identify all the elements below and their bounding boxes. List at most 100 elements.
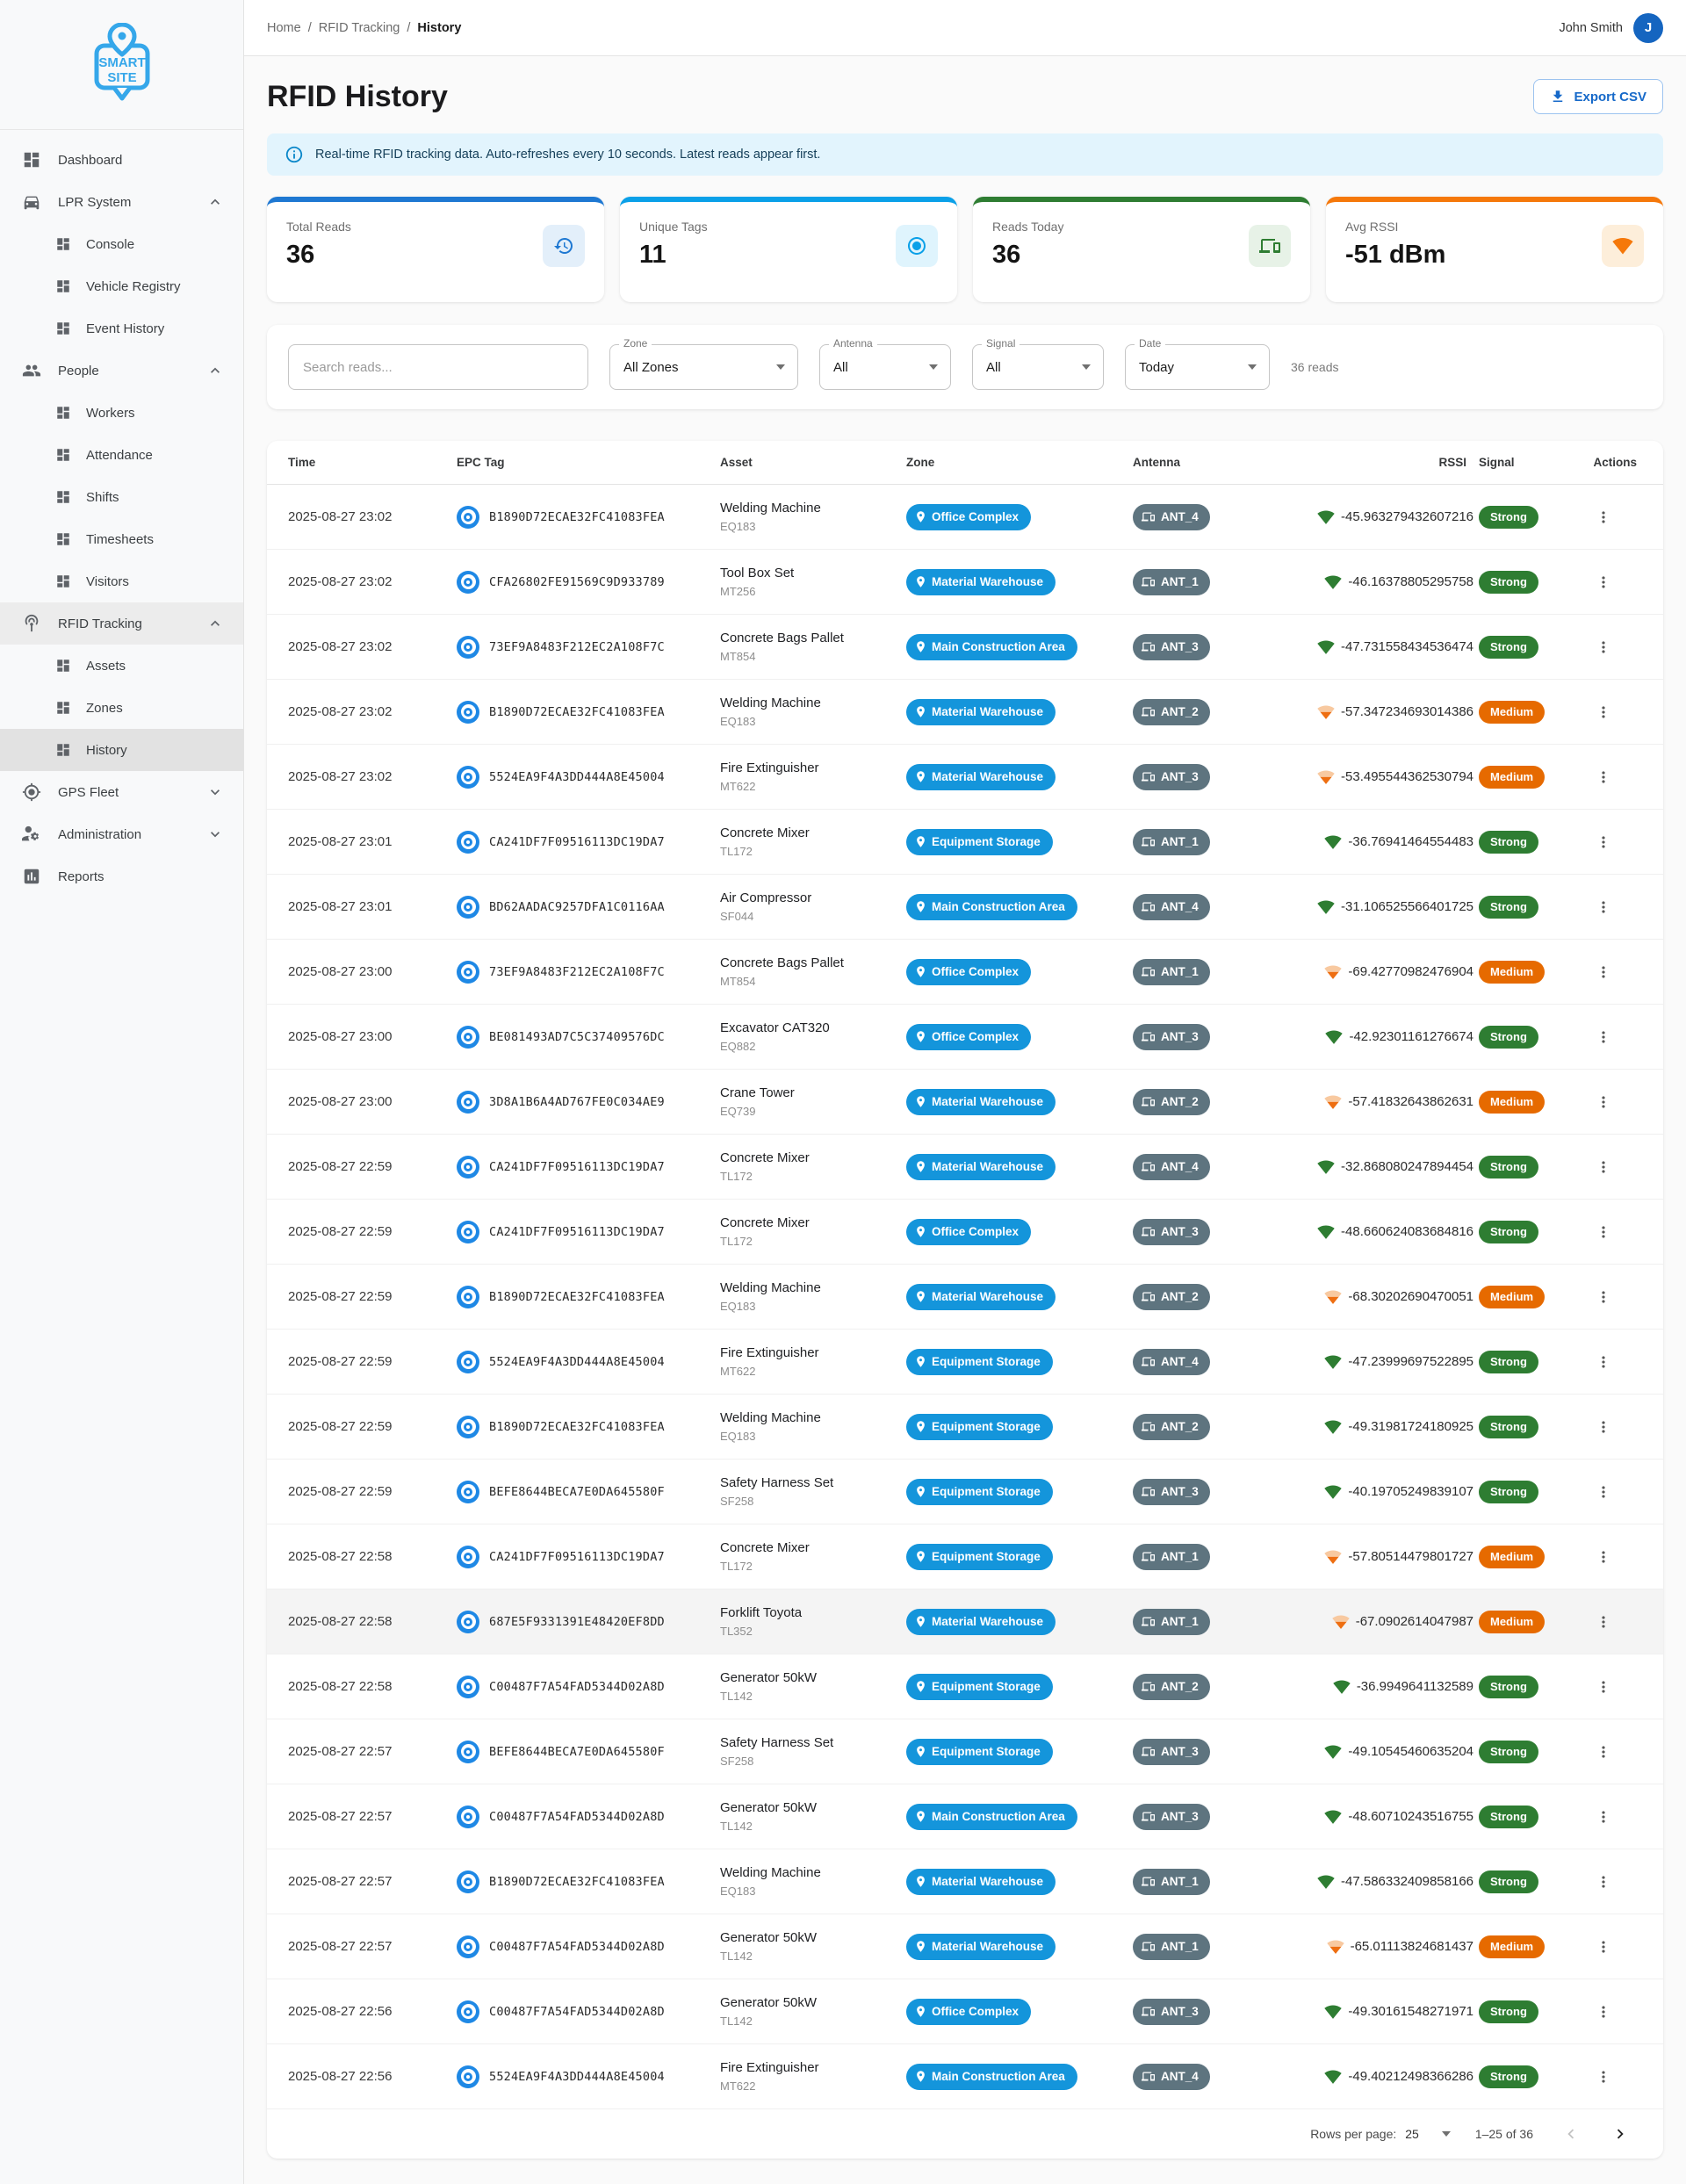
antenna-chip[interactable]: ANT_3 [1133, 1218, 1210, 1245]
table-row[interactable]: 2025-08-27 22:59 CA241DF7F09516113DC19DA… [267, 1135, 1663, 1200]
app-logo[interactable]: SMART SITE [0, 0, 243, 130]
table-row[interactable]: 2025-08-27 23:02 5524EA9F4A3DD444A8E4500… [267, 745, 1663, 810]
table-row[interactable]: 2025-08-27 22:59 BEFE8644BECA7E0DA645580… [267, 1460, 1663, 1524]
breadcrumb-item[interactable]: RFID Tracking [318, 20, 400, 35]
table-row[interactable]: 2025-08-27 23:02 73EF9A8483F212EC2A108F7… [267, 615, 1663, 680]
antenna-chip[interactable]: ANT_4 [1133, 1348, 1210, 1375]
sidebar-item-people[interactable]: People [0, 350, 243, 392]
table-row[interactable]: 2025-08-27 22:59 CA241DF7F09516113DC19DA… [267, 1200, 1663, 1265]
row-actions-menu-button[interactable] [1589, 1608, 1618, 1636]
row-actions-menu-button[interactable] [1589, 1868, 1618, 1896]
sidebar-item-dashboard[interactable]: Dashboard [0, 139, 243, 181]
zone-chip[interactable]: Material Warehouse [906, 1608, 1056, 1635]
table-row[interactable]: 2025-08-27 22:59 B1890D72ECAE32FC41083FE… [267, 1265, 1663, 1330]
zone-chip[interactable]: Equipment Storage [906, 1348, 1053, 1375]
row-actions-menu-button[interactable] [1589, 893, 1618, 921]
table-row[interactable]: 2025-08-27 22:58 687E5F9331391E48420EF8D… [267, 1589, 1663, 1654]
zone-chip[interactable]: Equipment Storage [906, 828, 1053, 855]
sidebar-subitem-event-history[interactable]: Event History [0, 307, 243, 350]
row-actions-menu-button[interactable] [1589, 763, 1618, 791]
row-actions-menu-button[interactable] [1589, 1673, 1618, 1701]
antenna-chip[interactable]: ANT_4 [1133, 1153, 1210, 1180]
filter-select-date[interactable]: Date Today [1125, 337, 1270, 390]
sidebar-subitem-console[interactable]: Console [0, 223, 243, 265]
avatar[interactable]: J [1633, 12, 1663, 43]
table-row[interactable]: 2025-08-27 23:02 B1890D72ECAE32FC41083FE… [267, 485, 1663, 550]
row-actions-menu-button[interactable] [1589, 503, 1618, 531]
zone-chip[interactable]: Material Warehouse [906, 1153, 1056, 1180]
table-row[interactable]: 2025-08-27 22:57 C00487F7A54FAD5344D02A8… [267, 1784, 1663, 1849]
table-row[interactable]: 2025-08-27 23:01 CA241DF7F09516113DC19DA… [267, 810, 1663, 875]
row-actions-menu-button[interactable] [1589, 1478, 1618, 1506]
antenna-chip[interactable]: ANT_2 [1133, 1413, 1210, 1440]
zone-chip[interactable]: Office Complex [906, 1023, 1032, 1050]
row-actions-menu-button[interactable] [1589, 568, 1618, 596]
next-page-button[interactable] [1607, 2121, 1633, 2147]
antenna-chip[interactable]: ANT_1 [1133, 1543, 1210, 1570]
zone-chip[interactable]: Main Construction Area [906, 633, 1077, 660]
zone-chip[interactable]: Material Warehouse [906, 698, 1056, 725]
sidebar-item-gps-fleet[interactable]: GPS Fleet [0, 771, 243, 813]
antenna-chip[interactable]: ANT_2 [1133, 1088, 1210, 1115]
antenna-chip[interactable]: ANT_3 [1133, 1998, 1210, 2025]
filter-select-antenna[interactable]: Antenna All [819, 337, 951, 390]
zone-chip[interactable]: Main Construction Area [906, 2063, 1077, 2090]
sidebar-item-rfid-tracking[interactable]: RFID Tracking [0, 602, 243, 645]
row-actions-menu-button[interactable] [1589, 1153, 1618, 1181]
zone-chip[interactable]: Material Warehouse [906, 1088, 1056, 1115]
sidebar-subitem-visitors[interactable]: Visitors [0, 560, 243, 602]
antenna-chip[interactable]: ANT_3 [1133, 1478, 1210, 1505]
row-actions-menu-button[interactable] [1589, 1023, 1618, 1051]
antenna-chip[interactable]: ANT_2 [1133, 1673, 1210, 1700]
antenna-chip[interactable]: ANT_2 [1133, 1283, 1210, 1310]
zone-chip[interactable]: Main Construction Area [906, 893, 1077, 920]
row-actions-menu-button[interactable] [1589, 1738, 1618, 1766]
zone-chip[interactable]: Equipment Storage [906, 1543, 1053, 1570]
zone-chip[interactable]: Equipment Storage [906, 1478, 1053, 1505]
sidebar-subitem-attendance[interactable]: Attendance [0, 434, 243, 476]
row-actions-menu-button[interactable] [1589, 2063, 1618, 2091]
sidebar-subitem-workers[interactable]: Workers [0, 392, 243, 434]
table-row[interactable]: 2025-08-27 23:00 3D8A1B6A4AD767FE0C034AE… [267, 1070, 1663, 1135]
sidebar-item-administration[interactable]: Administration [0, 813, 243, 855]
antenna-chip[interactable]: ANT_4 [1133, 2063, 1210, 2090]
table-row[interactable]: 2025-08-27 22:57 BEFE8644BECA7E0DA645580… [267, 1719, 1663, 1784]
antenna-chip[interactable]: ANT_3 [1133, 633, 1210, 660]
column-header-antenna[interactable]: Antenna [1133, 456, 1180, 469]
table-row[interactable]: 2025-08-27 23:02 CFA26802FE91569C9D93378… [267, 550, 1663, 615]
antenna-chip[interactable]: ANT_1 [1133, 568, 1210, 595]
zone-chip[interactable]: Equipment Storage [906, 1738, 1053, 1765]
antenna-chip[interactable]: ANT_4 [1133, 503, 1210, 530]
antenna-chip[interactable]: ANT_1 [1133, 1608, 1210, 1635]
row-actions-menu-button[interactable] [1589, 1348, 1618, 1376]
table-row[interactable]: 2025-08-27 22:57 B1890D72ECAE32FC41083FE… [267, 1849, 1663, 1914]
sidebar-subitem-vehicle-registry[interactable]: Vehicle Registry [0, 265, 243, 307]
antenna-chip[interactable]: ANT_3 [1133, 1738, 1210, 1765]
sidebar-item-reports[interactable]: Reports [0, 855, 243, 897]
antenna-chip[interactable]: ANT_2 [1133, 698, 1210, 725]
zone-chip[interactable]: Material Warehouse [906, 1933, 1056, 1960]
row-actions-menu-button[interactable] [1589, 828, 1618, 856]
breadcrumb-item[interactable]: Home [267, 20, 301, 35]
antenna-chip[interactable]: ANT_1 [1133, 828, 1210, 855]
row-actions-menu-button[interactable] [1589, 1283, 1618, 1311]
row-actions-menu-button[interactable] [1589, 633, 1618, 661]
table-row[interactable]: 2025-08-27 22:59 5524EA9F4A3DD444A8E4500… [267, 1330, 1663, 1395]
column-header-epc[interactable]: EPC Tag [457, 456, 505, 469]
table-row[interactable]: 2025-08-27 22:56 5524EA9F4A3DD444A8E4500… [267, 2044, 1663, 2109]
antenna-chip[interactable]: ANT_4 [1133, 893, 1210, 920]
table-row[interactable]: 2025-08-27 22:58 CA241DF7F09516113DC19DA… [267, 1524, 1663, 1589]
row-actions-menu-button[interactable] [1589, 1088, 1618, 1116]
search-input[interactable] [288, 344, 588, 390]
sidebar-item-lpr-system[interactable]: LPR System [0, 181, 243, 223]
antenna-chip[interactable]: ANT_1 [1133, 1868, 1210, 1895]
rows-per-page-select[interactable]: 25 [1405, 2127, 1451, 2141]
zone-chip[interactable]: Office Complex [906, 1218, 1032, 1245]
table-row[interactable]: 2025-08-27 23:01 BD62AADAC9257DFA1C0116A… [267, 875, 1663, 940]
zone-chip[interactable]: Office Complex [906, 1998, 1032, 2025]
sidebar-subitem-history[interactable]: History [0, 729, 243, 771]
row-actions-menu-button[interactable] [1589, 1998, 1618, 2026]
previous-page-button[interactable] [1558, 2121, 1584, 2147]
column-header-signal[interactable]: Signal [1479, 456, 1515, 469]
table-row[interactable]: 2025-08-27 22:57 C00487F7A54FAD5344D02A8… [267, 1914, 1663, 1979]
